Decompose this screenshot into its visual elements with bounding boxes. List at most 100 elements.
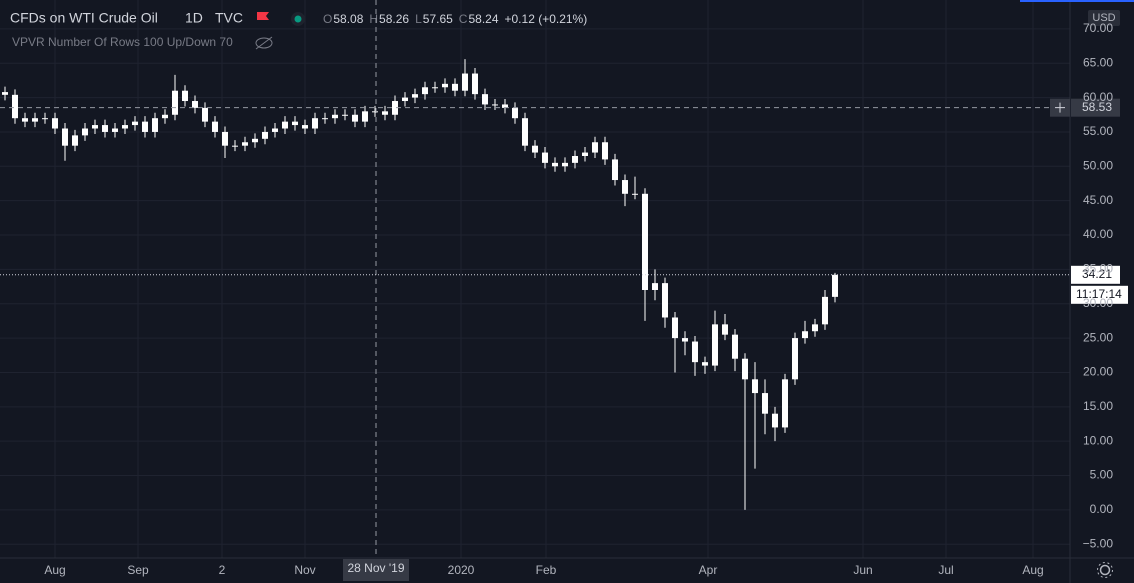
y-tick-label: 0.00 bbox=[1090, 502, 1114, 516]
y-tick-label: 65.00 bbox=[1083, 55, 1113, 69]
candle-body bbox=[202, 107, 208, 122]
currency-box[interactable] bbox=[1088, 10, 1120, 26]
exchange[interactable]: TVC bbox=[215, 10, 243, 26]
x-tick-label: Sep bbox=[127, 563, 149, 577]
candle-body bbox=[742, 358, 748, 380]
x-tick-label: Jun bbox=[853, 563, 872, 577]
y-tick-label: 5.00 bbox=[1090, 468, 1114, 482]
x-tick-label: 2020 bbox=[448, 563, 475, 577]
symbol[interactable]: CFDs on WTI Crude Oil bbox=[10, 10, 158, 26]
candle-body bbox=[642, 193, 648, 290]
y-tick-label: 40.00 bbox=[1083, 227, 1113, 241]
candle-body bbox=[432, 87, 438, 89]
candle-body bbox=[192, 101, 198, 108]
candle-body bbox=[32, 118, 38, 122]
candle-body bbox=[442, 83, 448, 88]
legend-value: 57.65 bbox=[423, 12, 453, 26]
candle-body bbox=[712, 324, 718, 366]
candle-body bbox=[512, 107, 518, 119]
candle-body bbox=[182, 90, 188, 102]
candle-body bbox=[242, 142, 248, 146]
candle-body bbox=[322, 118, 328, 120]
candle-body bbox=[252, 138, 258, 143]
candle-body bbox=[12, 94, 18, 119]
candle-body bbox=[302, 125, 308, 129]
candle-body bbox=[312, 118, 318, 129]
y-tick-label: 10.00 bbox=[1083, 433, 1113, 447]
candle-body bbox=[552, 162, 558, 167]
candle-body bbox=[582, 152, 588, 156]
flag-icon[interactable] bbox=[257, 12, 269, 20]
candle-body bbox=[462, 73, 468, 91]
candle-body bbox=[272, 128, 278, 132]
candle-body bbox=[172, 90, 178, 115]
indicator[interactable]: VPVR Number Of Rows 100 Up/Down 70 bbox=[12, 35, 233, 49]
plus-icon bbox=[1055, 102, 1065, 113]
candle-body bbox=[292, 121, 298, 126]
candle-body bbox=[212, 121, 218, 132]
candle-body bbox=[422, 87, 428, 95]
candle-body bbox=[482, 94, 488, 105]
y-tick-label: 70.00 bbox=[1083, 21, 1113, 35]
candle-body bbox=[162, 114, 168, 119]
candle-body bbox=[102, 125, 108, 132]
candle-body bbox=[382, 111, 388, 115]
candle-body bbox=[332, 114, 338, 119]
candle-body bbox=[362, 111, 368, 122]
candle-body bbox=[632, 193, 638, 195]
candle-body bbox=[392, 101, 398, 115]
candle-body bbox=[812, 324, 818, 332]
y-tick-label: 30.00 bbox=[1083, 296, 1113, 310]
candle-body bbox=[792, 338, 798, 380]
candle-body bbox=[282, 121, 288, 129]
y-tick-label: 60.00 bbox=[1083, 90, 1113, 104]
settings-icon[interactable] bbox=[1097, 562, 1113, 578]
candle-body bbox=[82, 128, 88, 136]
candle-body bbox=[22, 118, 28, 122]
y-tick-label: −5.00 bbox=[1083, 536, 1114, 550]
countdown: 11:17:14 bbox=[1076, 287, 1122, 301]
y-tick-label: 35.00 bbox=[1083, 262, 1113, 276]
legend-key: L bbox=[415, 12, 422, 26]
candle-body bbox=[502, 104, 508, 108]
candle-body bbox=[572, 155, 578, 163]
candle-body bbox=[772, 413, 778, 428]
crosshair-price: 58.53 bbox=[1082, 100, 1112, 114]
candle-body bbox=[152, 118, 158, 132]
candle-body bbox=[452, 83, 458, 91]
candle-body bbox=[222, 131, 228, 146]
crosshair-price-box bbox=[1071, 98, 1120, 117]
legend-value: 58.08 bbox=[333, 12, 363, 26]
candle-body bbox=[62, 128, 68, 146]
candle-body bbox=[52, 118, 58, 129]
candle-body bbox=[352, 114, 358, 122]
candle-body bbox=[802, 331, 808, 339]
hide-icon[interactable] bbox=[255, 36, 273, 50]
legend-key: C bbox=[459, 12, 468, 26]
candle-body bbox=[692, 341, 698, 363]
candle-body bbox=[592, 142, 598, 153]
candle-body bbox=[782, 379, 788, 428]
x-tick-label: Feb bbox=[536, 563, 557, 577]
legend-value: 58.24 bbox=[468, 12, 498, 26]
status-dot bbox=[294, 15, 302, 23]
candle-body bbox=[652, 283, 658, 290]
candle-body bbox=[702, 362, 708, 366]
candle-body bbox=[72, 135, 78, 146]
y-tick-label: 20.00 bbox=[1083, 365, 1113, 379]
x-tick-label: Aug bbox=[44, 563, 65, 577]
candle-body bbox=[132, 121, 138, 126]
candle-body bbox=[402, 97, 408, 102]
candle-body bbox=[2, 92, 8, 95]
candle-body bbox=[522, 118, 528, 146]
candle-body bbox=[262, 131, 268, 139]
candle-body bbox=[732, 334, 738, 359]
candle-body bbox=[682, 338, 688, 342]
candle-body bbox=[822, 296, 828, 325]
interval[interactable]: 1D bbox=[185, 10, 203, 26]
currency: USD bbox=[1092, 12, 1115, 24]
candle-body bbox=[622, 180, 628, 194]
change: +0.12 (+0.21%) bbox=[505, 12, 588, 26]
